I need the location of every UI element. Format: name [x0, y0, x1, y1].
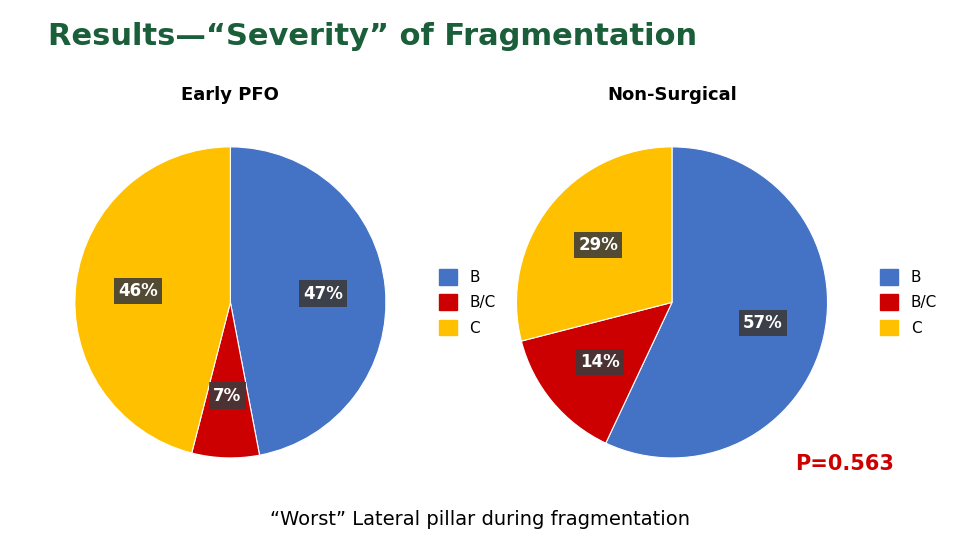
Wedge shape — [521, 302, 672, 443]
Text: “Worst” Lateral pillar during fragmentation: “Worst” Lateral pillar during fragmentat… — [270, 510, 690, 529]
Text: 47%: 47% — [303, 285, 344, 302]
Title: Non-Surgical: Non-Surgical — [607, 86, 737, 104]
Text: 7%: 7% — [213, 387, 242, 404]
Wedge shape — [75, 147, 230, 453]
Wedge shape — [516, 147, 672, 341]
Legend: B, B/C, C: B, B/C, C — [874, 263, 943, 342]
Legend: B, B/C, C: B, B/C, C — [432, 263, 501, 342]
Text: P=0.563: P=0.563 — [796, 454, 894, 475]
Wedge shape — [230, 147, 386, 455]
Text: Results—“Severity” of Fragmentation: Results—“Severity” of Fragmentation — [48, 22, 697, 51]
Wedge shape — [192, 302, 259, 458]
Wedge shape — [606, 147, 828, 458]
Title: Early PFO: Early PFO — [181, 86, 279, 104]
Text: 46%: 46% — [118, 282, 157, 300]
Text: 29%: 29% — [578, 236, 618, 254]
Text: 14%: 14% — [580, 353, 620, 371]
Text: 57%: 57% — [743, 314, 783, 332]
